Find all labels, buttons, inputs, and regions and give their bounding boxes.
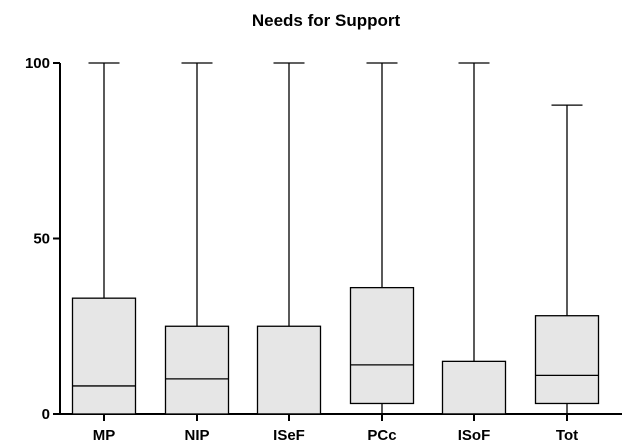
box-ISoF bbox=[441, 62, 507, 415]
y-tick-label: 100 bbox=[25, 55, 50, 72]
box-iqr bbox=[256, 325, 322, 415]
box-iqr bbox=[349, 286, 415, 405]
box-iqr bbox=[164, 325, 230, 415]
box-PCc bbox=[349, 62, 415, 414]
x-tick-label: PCc bbox=[367, 427, 396, 444]
box-MP bbox=[71, 62, 137, 415]
x-tick-label: NIP bbox=[184, 427, 209, 444]
y-tick-label: 0 bbox=[42, 406, 50, 423]
box-iqr bbox=[441, 360, 507, 415]
x-tick-label: MP bbox=[93, 427, 116, 444]
x-tick-label: ISeF bbox=[273, 427, 305, 444]
y-tick-label: 50 bbox=[33, 231, 50, 248]
x-tick-label: ISoF bbox=[458, 427, 491, 444]
plot-area bbox=[71, 62, 600, 415]
x-tick-label: Tot bbox=[556, 427, 578, 444]
chart-title: Needs for Support bbox=[252, 11, 401, 30]
box-iqr bbox=[71, 297, 137, 415]
box-iqr bbox=[534, 315, 600, 405]
axes: 0 50 100 MP NIP ISeF PCc ISoF Tot bbox=[25, 55, 622, 444]
box-NIP bbox=[164, 62, 230, 415]
box-ISeF bbox=[256, 62, 322, 415]
box-Tot bbox=[534, 104, 600, 414]
